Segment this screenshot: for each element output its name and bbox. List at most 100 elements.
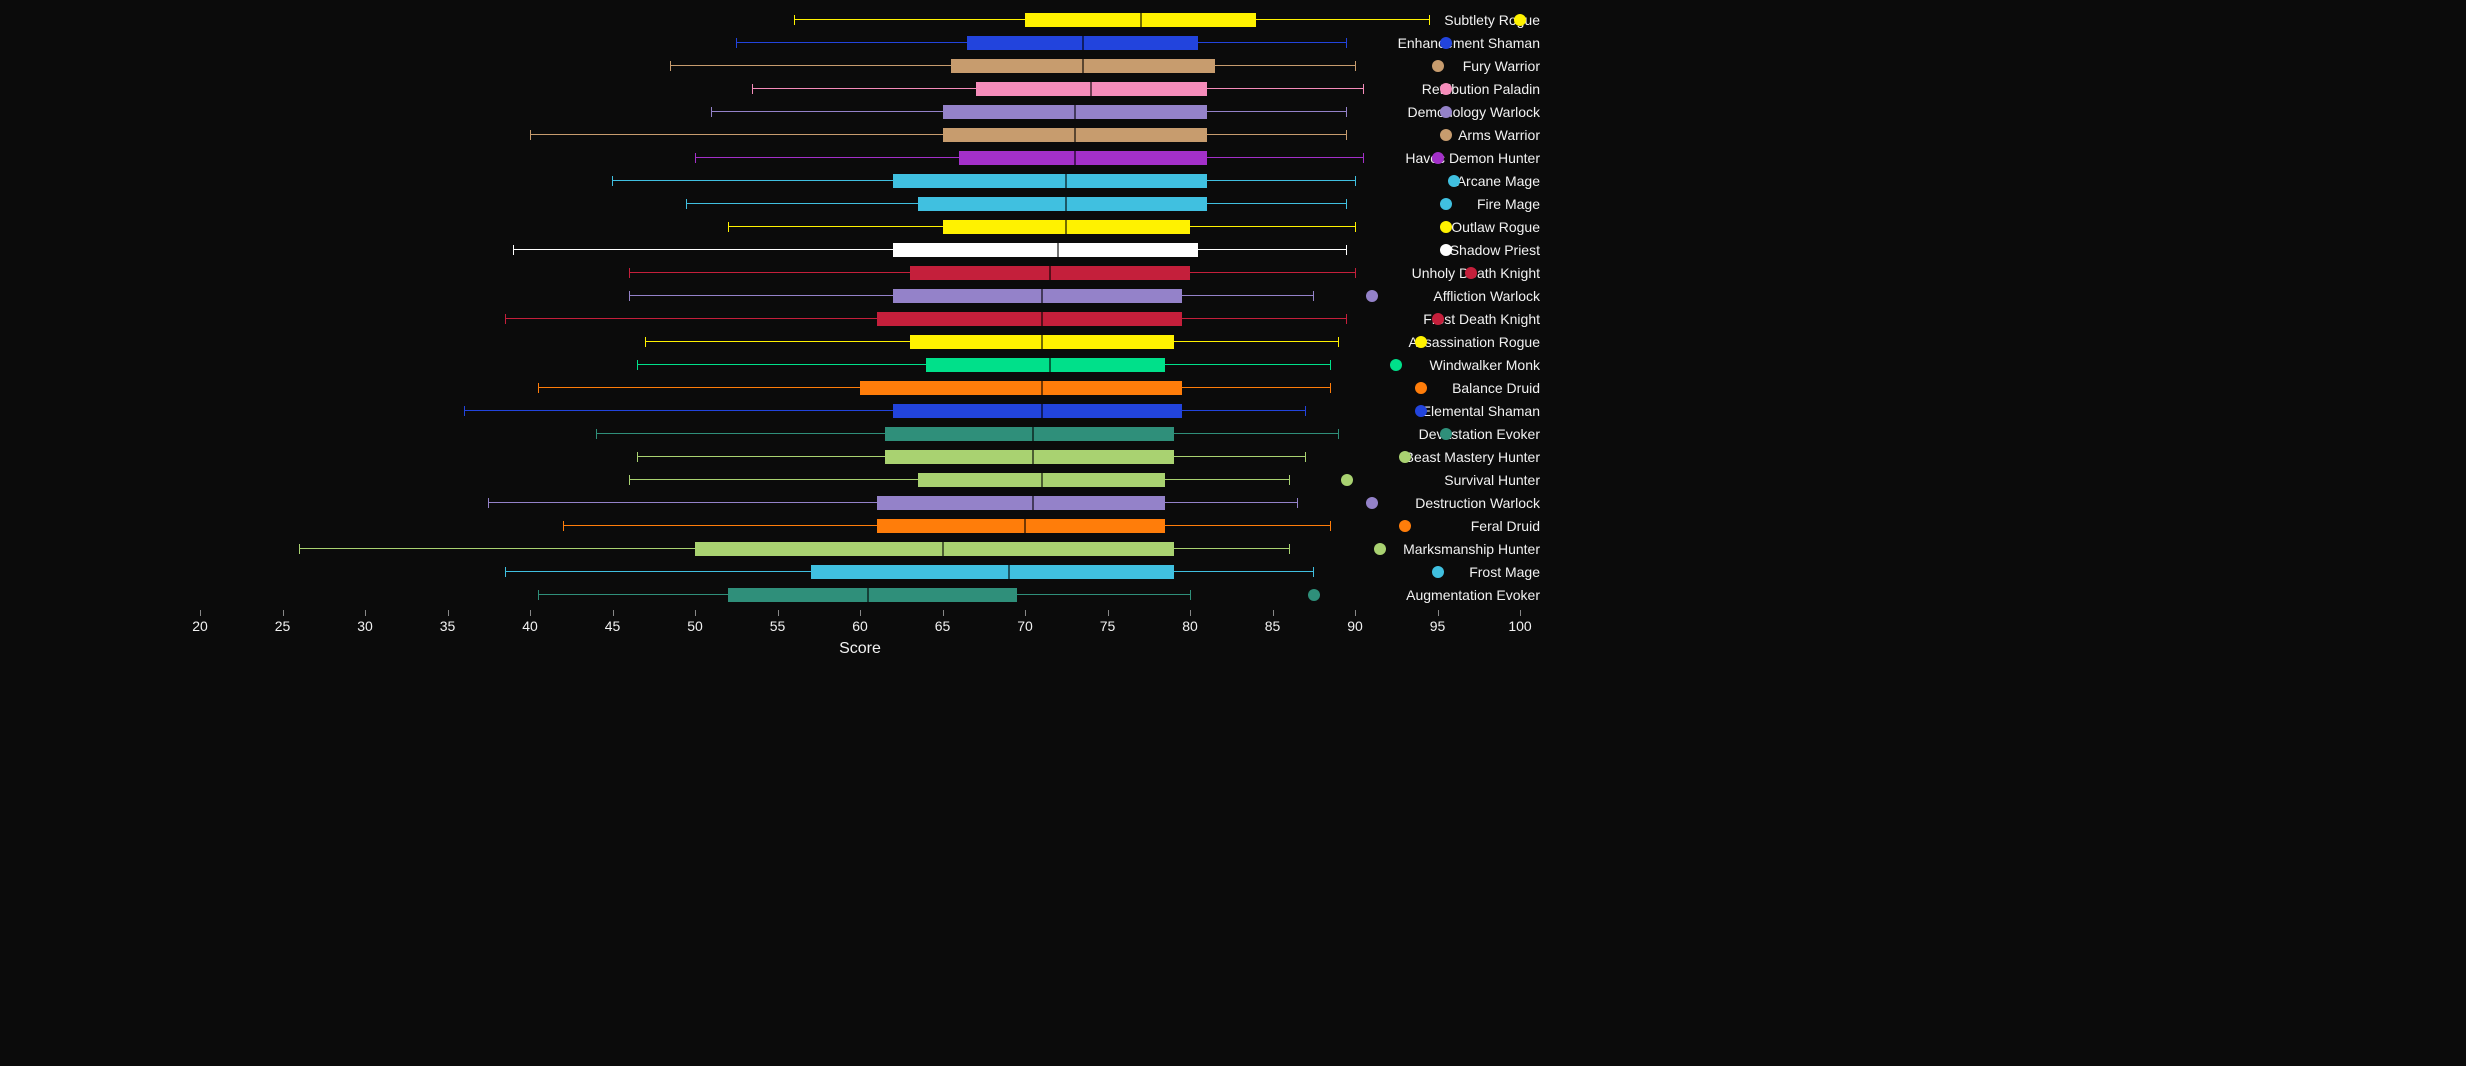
x-tick-mark	[1438, 610, 1439, 616]
median-line	[1032, 427, 1034, 441]
whisker-cap	[1330, 521, 1331, 531]
whisker-cap	[1429, 15, 1430, 25]
median-line	[1074, 128, 1076, 142]
whisker-cap	[736, 38, 737, 48]
x-tick-mark	[1355, 610, 1356, 616]
whisker-cap	[1313, 291, 1314, 301]
outlier-point	[1399, 520, 1411, 532]
whisker-cap	[711, 107, 712, 117]
x-tick-label: 30	[357, 618, 373, 634]
x-tick-mark	[1190, 610, 1191, 616]
x-tick-label: 85	[1265, 618, 1281, 634]
outlier-point	[1440, 244, 1452, 256]
median-line	[1074, 105, 1076, 119]
median-line	[1041, 404, 1043, 418]
outlier-point	[1366, 497, 1378, 509]
outlier-point	[1415, 382, 1427, 394]
x-tick-label: 25	[275, 618, 291, 634]
outlier-point	[1366, 290, 1378, 302]
median-line	[1090, 82, 1092, 96]
whisker-cap	[1363, 84, 1364, 94]
x-tick-label: 75	[1100, 618, 1116, 634]
x-tick-mark	[448, 610, 449, 616]
outlier-point	[1440, 198, 1452, 210]
outlier-point	[1432, 313, 1444, 325]
outlier-point	[1432, 566, 1444, 578]
whisker-cap	[686, 199, 687, 209]
whisker-cap	[530, 130, 531, 140]
whisker	[530, 134, 1347, 135]
median-line	[1057, 243, 1059, 257]
box	[959, 151, 1207, 165]
box	[893, 174, 1207, 188]
whisker-cap	[1313, 567, 1314, 577]
box	[893, 289, 1182, 303]
whisker-cap	[1338, 429, 1339, 439]
x-axis-title: Score	[839, 640, 881, 658]
whisker-cap	[629, 291, 630, 301]
median-line	[1082, 36, 1084, 50]
median-line	[1049, 266, 1051, 280]
box	[926, 358, 1165, 372]
median-line	[1074, 151, 1076, 165]
median-line	[1032, 450, 1034, 464]
whisker-cap	[505, 314, 506, 324]
x-tick-mark	[365, 610, 366, 616]
outlier-point	[1440, 106, 1452, 118]
whisker-cap	[513, 245, 514, 255]
box	[918, 197, 1207, 211]
x-tick-mark	[613, 610, 614, 616]
box	[893, 243, 1198, 257]
x-tick-label: 50	[687, 618, 703, 634]
x-tick-mark	[1273, 610, 1274, 616]
x-tick-label: 80	[1182, 618, 1198, 634]
whisker-cap	[752, 84, 753, 94]
whisker-cap	[1305, 452, 1306, 462]
x-tick-mark	[1025, 610, 1026, 616]
whisker-cap	[629, 475, 630, 485]
whisker-cap	[629, 268, 630, 278]
whisker-cap	[645, 337, 646, 347]
box	[877, 312, 1182, 326]
whisker-cap	[1355, 61, 1356, 71]
whisker-cap	[612, 176, 613, 186]
outlier-point	[1308, 589, 1320, 601]
whisker-cap	[1330, 360, 1331, 370]
x-tick-label: 65	[935, 618, 951, 634]
outlier-point	[1514, 14, 1526, 26]
x-tick-mark	[1520, 610, 1521, 616]
whisker-cap	[1355, 176, 1356, 186]
x-tick-mark	[943, 610, 944, 616]
whisker-cap	[637, 360, 638, 370]
outlier-point	[1440, 83, 1452, 95]
median-line	[1008, 565, 1010, 579]
plot-area	[0, 0, 1520, 608]
whisker-cap	[1297, 498, 1298, 508]
x-tick-label: 40	[522, 618, 538, 634]
box	[860, 381, 1182, 395]
outlier-point	[1465, 267, 1477, 279]
x-tick-label: 95	[1430, 618, 1446, 634]
median-line	[867, 588, 869, 602]
x-tick-mark	[283, 610, 284, 616]
median-line	[1041, 381, 1043, 395]
whisker-cap	[1363, 153, 1364, 163]
outlier-point	[1432, 60, 1444, 72]
median-line	[1032, 496, 1034, 510]
outlier-point	[1415, 405, 1427, 417]
x-tick-label: 100	[1508, 618, 1531, 634]
box	[811, 565, 1174, 579]
whisker-cap	[670, 61, 671, 71]
median-line	[1082, 59, 1084, 73]
x-tick-mark	[695, 610, 696, 616]
whisker-cap	[563, 521, 564, 531]
median-line	[1065, 174, 1067, 188]
whisker-cap	[596, 429, 597, 439]
whisker-cap	[728, 222, 729, 232]
whisker-cap	[1190, 590, 1191, 600]
x-tick-mark	[778, 610, 779, 616]
outlier-point	[1432, 152, 1444, 164]
box	[877, 496, 1166, 510]
x-tick-mark	[200, 610, 201, 616]
median-line	[1041, 289, 1043, 303]
